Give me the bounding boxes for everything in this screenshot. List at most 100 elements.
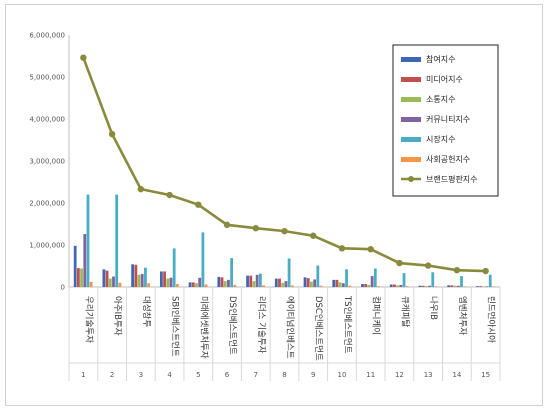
- bar-시장지수: [287, 258, 291, 287]
- bar-소통지수: [424, 286, 428, 287]
- bar-미디어지수: [335, 279, 339, 287]
- bar-소통지수: [310, 281, 313, 287]
- line-point: [252, 225, 259, 232]
- bar-커뮤니티지수: [140, 273, 144, 287]
- category-label: 미래에셋벤처투자: [198, 296, 209, 359]
- category-label: 엠벤처투자: [457, 296, 468, 335]
- bar-시장지수: [201, 232, 205, 287]
- bar-미디어지수: [105, 270, 109, 287]
- legend-label: 브랜드평판지수: [426, 174, 478, 184]
- category-label: 컴퍼니케이: [371, 296, 382, 335]
- bar-사회공헌지수: [463, 286, 467, 287]
- legend-swatch-marker: [408, 176, 414, 182]
- legend-label: 사회공헌지수: [426, 155, 470, 164]
- y-tick-label: 0: [61, 284, 65, 292]
- bar-시장지수: [431, 272, 435, 287]
- bar-커뮤니티지수: [284, 281, 288, 287]
- bar-커뮤니티지수: [399, 284, 403, 287]
- line-point: [310, 232, 317, 239]
- rank-label: 6: [225, 371, 230, 379]
- bar-사회공헌지수: [89, 281, 93, 287]
- bar-미디어지수: [278, 278, 281, 287]
- bar-미디어지수: [364, 284, 368, 287]
- bar-참여지수: [389, 284, 393, 287]
- line-point: [137, 185, 145, 193]
- rank-label: 1: [81, 371, 85, 379]
- legend-swatch: [401, 157, 421, 162]
- line-point: [338, 245, 346, 252]
- bar-미디어지수: [479, 286, 483, 287]
- category-label: DSC인베스트먼트: [313, 296, 324, 361]
- bar-소통지수: [195, 283, 198, 287]
- bar-시장지수: [345, 269, 348, 287]
- bar-커뮤니티지수: [370, 276, 374, 287]
- bar-미디어지수: [134, 264, 138, 287]
- bar-미디어지수: [220, 277, 224, 287]
- bar-시장지수: [316, 265, 320, 287]
- line-point: [108, 130, 116, 138]
- rank-label: 10: [338, 371, 347, 379]
- legend-label: 참여지수: [426, 54, 455, 64]
- bar-소통지수: [281, 282, 285, 287]
- bar-소통지수: [108, 278, 112, 287]
- category-label: 우리기술투자: [83, 296, 93, 343]
- bar-참여지수: [274, 278, 278, 287]
- legend-label: 미디어지수: [426, 74, 463, 84]
- bar-소통지수: [482, 286, 486, 287]
- bar-참여지수: [159, 271, 163, 287]
- bar-커뮤니티지수: [198, 277, 202, 287]
- bar-커뮤니티지수: [169, 277, 173, 287]
- bar-소통지수: [223, 281, 227, 287]
- bar-시장지수: [86, 194, 90, 287]
- category-label: 린드먼아시아: [486, 296, 497, 343]
- category-label: 큐캐피탈: [399, 296, 409, 327]
- bar-참여지수: [476, 286, 479, 287]
- legend-swatch: [401, 57, 421, 62]
- bar-미디어지수: [76, 268, 80, 287]
- y-tick-label: 2,000,000: [29, 200, 65, 208]
- bar-커뮤니티지수: [428, 285, 431, 287]
- line-point: [482, 267, 489, 275]
- bar-소통지수: [453, 285, 457, 287]
- bar-참여지수: [246, 275, 249, 287]
- line-point: [195, 201, 202, 208]
- legend-label: 커뮤니티지수: [426, 114, 470, 124]
- bar-사회공헌지수: [147, 283, 151, 287]
- y-tick-label: 3,000,000: [29, 158, 65, 166]
- category-label: TS인베스트먼트: [342, 295, 353, 354]
- rank-label: 15: [481, 371, 490, 379]
- rank-label: 13: [424, 371, 433, 379]
- bar-참여지수: [131, 264, 135, 287]
- line-point: [367, 246, 374, 253]
- bar-소통지수: [252, 281, 256, 287]
- rank-label: 14: [452, 371, 461, 379]
- rank-label: 12: [395, 371, 404, 379]
- rank-label: 7: [254, 371, 258, 379]
- rank-label: 3: [139, 371, 143, 379]
- bar-시장지수: [258, 273, 262, 287]
- y-tick-label: 6,000,000: [29, 32, 65, 40]
- bar-참여지수: [303, 277, 307, 287]
- bar-사회공헌지수: [405, 286, 409, 287]
- line-point: [166, 191, 173, 199]
- y-tick-label: 5,000,000: [29, 74, 65, 82]
- bar-미디어지수: [421, 285, 425, 287]
- rank-label: 8: [282, 371, 286, 379]
- legend-label: 소통지수: [426, 95, 455, 104]
- rank-label: 9: [311, 371, 315, 379]
- bar-시장지수: [402, 273, 406, 287]
- bar-참여지수: [188, 282, 192, 287]
- bar-소통지수: [166, 278, 170, 287]
- y-tick-label: 1,000,000: [29, 242, 65, 250]
- bar-참여지수: [332, 279, 336, 287]
- bar-사회공헌지수: [319, 285, 323, 287]
- line-point: [424, 262, 432, 269]
- bar-사회공헌지수: [434, 286, 438, 287]
- bar-미디어지수: [393, 284, 396, 287]
- bar-사회공헌지수: [204, 284, 208, 287]
- bar-미디어지수: [163, 271, 166, 287]
- bar-커뮤니티지수: [313, 279, 317, 287]
- category-label: 에이티넘인베스트: [285, 296, 296, 359]
- category-label: SBI인베스트먼트: [170, 296, 181, 357]
